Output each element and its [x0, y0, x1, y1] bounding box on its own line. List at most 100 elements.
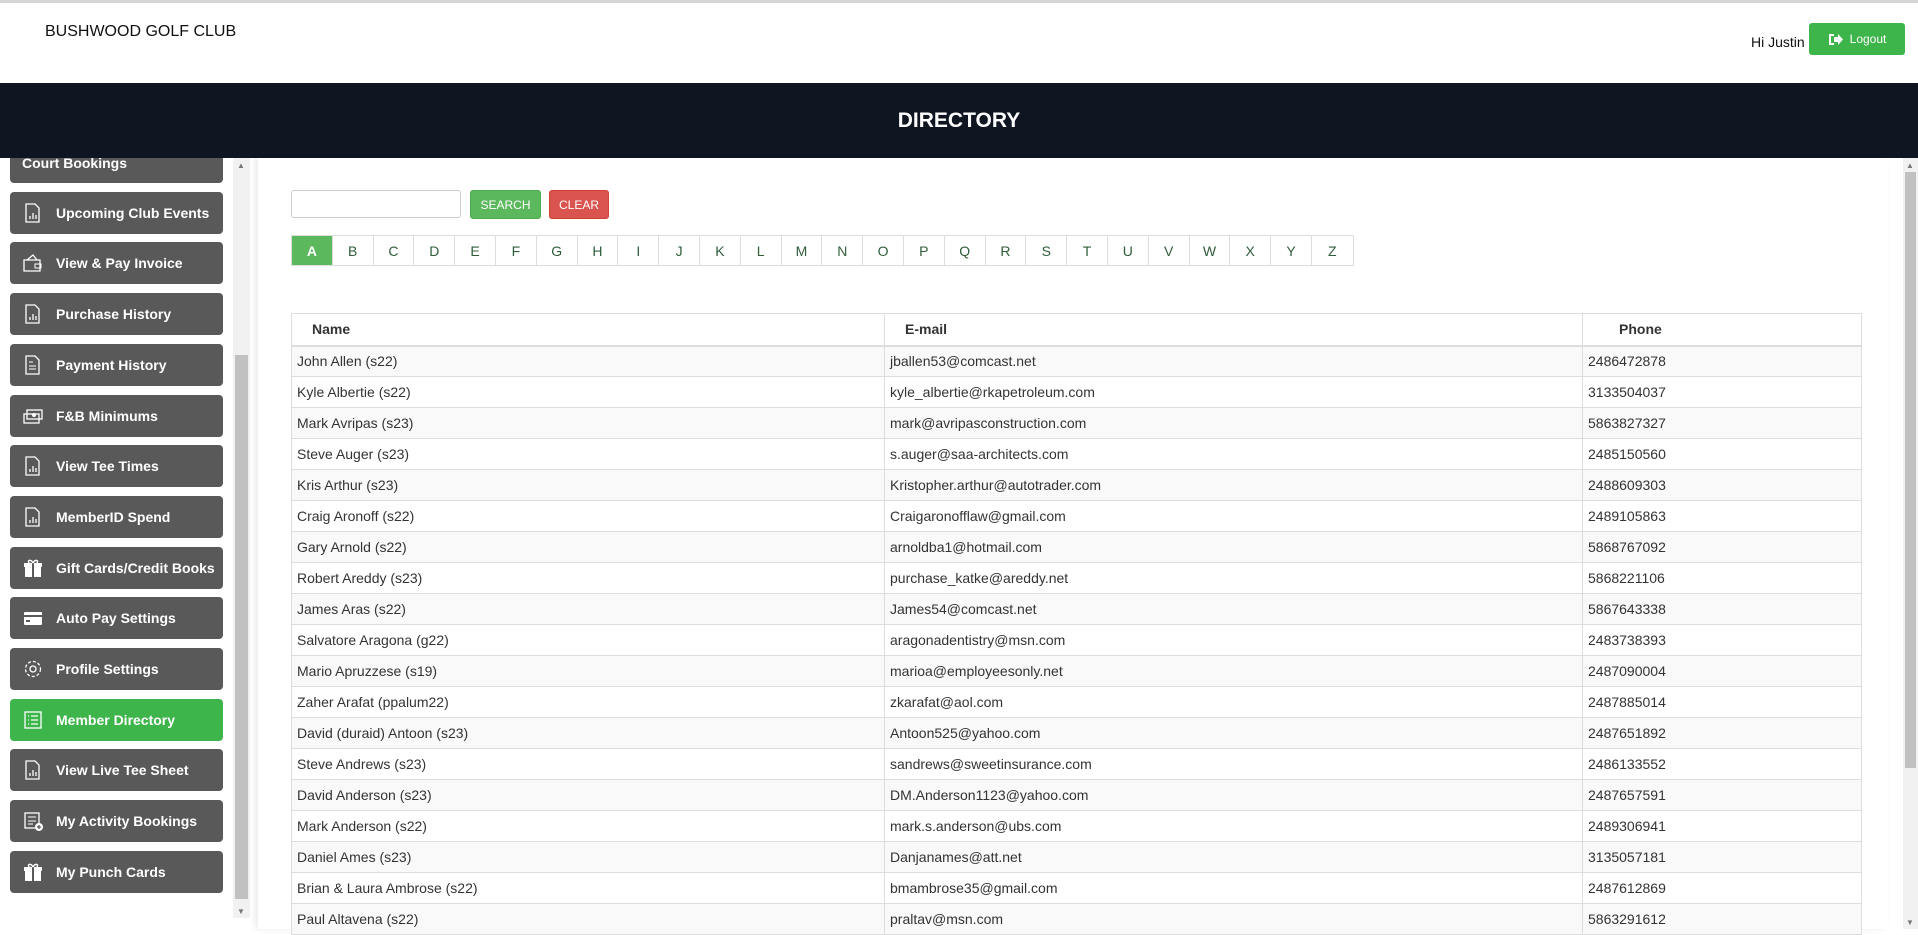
column-header-phone[interactable]: Phone — [1582, 313, 1862, 347]
table-row[interactable]: Brian & Laura Ambrose (s22) bmambrose35@g… — [291, 872, 1862, 904]
list-add-icon — [24, 812, 43, 832]
scroll-up-arrow-icon[interactable]: ▲ — [1906, 161, 1914, 170]
letter-filter-k[interactable]: K — [699, 236, 741, 265]
gift-icon — [24, 559, 42, 577]
table-row[interactable]: Kyle Albertie (s22) kyle_albertie@rkapetr… — [291, 376, 1862, 408]
clear-button[interactable]: CLEAR — [549, 190, 609, 219]
table-row[interactable]: John Allen (s22) jballen53@comcast.net 248… — [291, 345, 1862, 377]
sidebar-item-view-live-tee-sheet[interactable]: View Live Tee Sheet — [10, 749, 223, 792]
sidebar-item-court-bookings[interactable]: Court Bookings — [10, 158, 223, 183]
sidebar-item-view-tee-times[interactable]: View Tee Times — [10, 445, 223, 488]
sidebar-item-upcoming-club-events[interactable]: Upcoming Club Events — [10, 191, 223, 234]
letter-filter-h[interactable]: H — [577, 236, 619, 265]
cash-icon — [23, 408, 43, 424]
letter-filter-f[interactable]: F — [495, 236, 537, 265]
cell-email: aragonadentistry@msn.com — [884, 624, 1583, 656]
letter-filter-u[interactable]: U — [1107, 236, 1149, 265]
sidebar-item-label: Gift Cards/Credit Books — [56, 559, 215, 576]
cell-phone: 2487651892 — [1582, 717, 1862, 749]
page-scrollbar[interactable]: ▲ ▼ — [1903, 158, 1918, 929]
cell-name: Steve Andrews (s23) — [291, 748, 885, 780]
sidebar-item-memberid-spend[interactable]: MemberID Spend — [10, 495, 223, 538]
search-button[interactable]: SEARCH — [470, 190, 541, 219]
letter-filter-m[interactable]: M — [781, 236, 823, 265]
logout-button[interactable]: Logout — [1809, 23, 1905, 55]
table-row[interactable]: Daniel Ames (s23) Danjanames@att.net 31350… — [291, 841, 1862, 873]
letter-filter-v[interactable]: V — [1148, 236, 1190, 265]
cell-phone: 5868767092 — [1582, 531, 1862, 563]
table-row[interactable]: James Aras (s22) James54@comcast.net 58676… — [291, 593, 1862, 625]
scroll-up-arrow-icon[interactable]: ▲ — [237, 161, 245, 170]
chart-doc-icon — [25, 203, 40, 223]
sidebar-item-f-b-minimums[interactable]: F&B Minimums — [10, 394, 223, 437]
letter-filter-p[interactable]: P — [903, 236, 945, 265]
letter-filter-t[interactable]: T — [1067, 236, 1108, 265]
letter-filter-d[interactable]: D — [414, 236, 456, 265]
directory-table: Name E-mail Phone John Allen (s22) jballe… — [291, 313, 1862, 935]
table-row[interactable]: Mark Avripas (s23) mark@avripasconstructi… — [291, 407, 1862, 439]
letter-filter-g[interactable]: G — [536, 236, 578, 265]
search-input[interactable] — [291, 190, 461, 218]
scroll-down-arrow-icon[interactable]: ▼ — [1906, 918, 1914, 927]
letter-filter-q[interactable]: Q — [944, 236, 986, 265]
scroll-down-arrow-icon[interactable]: ▼ — [237, 907, 245, 916]
letter-filter-b[interactable]: B — [332, 236, 374, 265]
letter-filter-n[interactable]: N — [822, 236, 864, 265]
letter-filter-l[interactable]: L — [740, 236, 782, 265]
table-row[interactable]: Steve Auger (s23) s.auger@saa-architects.… — [291, 438, 1862, 470]
sidebar-item-profile-settings[interactable]: Profile Settings — [10, 648, 223, 690]
table-row[interactable]: Gary Arnold (s22) arnoldba1@hotmail.com 58… — [291, 531, 1862, 563]
table-row[interactable]: Craig Aronoff (s22) Craigaronofflaw@gmail… — [291, 500, 1862, 532]
column-header-name[interactable]: Name — [291, 313, 885, 347]
letter-filter-j[interactable]: J — [659, 236, 700, 265]
cell-phone: 5867643338 — [1582, 593, 1862, 625]
sidebar-scrollbar[interactable]: ▲ ▼ — [233, 158, 250, 918]
sidebar-item-purchase-history[interactable]: Purchase History — [10, 293, 223, 336]
sidebar-item-my-punch-cards[interactable]: My Punch Cards — [10, 850, 223, 893]
sidebar-item-member-directory[interactable]: Member Directory — [10, 698, 223, 741]
sidebar-item-label: My Punch Cards — [56, 863, 166, 880]
table-row[interactable]: Mark Anderson (s22) mark.s.anderson@ubs.c… — [291, 810, 1862, 842]
table-row[interactable]: Salvatore Aragona (g22) aragonadentistry@… — [291, 624, 1862, 656]
receipt-icon — [25, 355, 40, 375]
letter-filter-c[interactable]: C — [373, 236, 415, 265]
letter-filter-w[interactable]: W — [1189, 236, 1231, 265]
letter-filter-y[interactable]: Y — [1271, 236, 1312, 265]
page-banner: DIRECTORY — [0, 83, 1918, 158]
page-scroll-thumb[interactable] — [1905, 172, 1916, 768]
sidebar-item-auto-pay-settings[interactable]: Auto Pay Settings — [10, 597, 223, 640]
table-row[interactable]: Mario Apruzzese (s19) marioa@employeesonl… — [291, 655, 1862, 687]
sidebar-item-payment-history[interactable]: Payment History — [10, 343, 223, 386]
sidebar-item-my-activity-bookings[interactable]: My Activity Bookings — [10, 800, 223, 843]
table-row[interactable]: Steve Andrews (s23) sandrews@sweetinsuran… — [291, 748, 1862, 780]
table-row[interactable]: David (duraid) Antoon (s23) Antoon525@yah… — [291, 717, 1862, 749]
letter-filter-z[interactable]: Z — [1311, 236, 1353, 265]
cell-email: Craigaronofflaw@gmail.com — [884, 500, 1583, 532]
cell-phone: 2487612869 — [1582, 872, 1862, 904]
sidebar-item-view-pay-invoice[interactable]: View & Pay Invoice — [10, 242, 223, 285]
cell-phone: 5863827327 — [1582, 407, 1862, 439]
cell-phone: 3133504037 — [1582, 376, 1862, 408]
column-header-email[interactable]: E-mail — [884, 313, 1583, 347]
table-row[interactable]: David Anderson (s23) DM.Anderson1123@yaho… — [291, 779, 1862, 811]
table-row[interactable]: Robert Areddy (s23) purchase_katke@areddy… — [291, 562, 1862, 594]
letter-filter-i[interactable]: I — [618, 236, 660, 265]
letter-filter-x[interactable]: X — [1230, 236, 1272, 265]
table-row[interactable]: Paul Altavena (s22) praltav@msn.com 586329… — [291, 903, 1862, 935]
letter-filter-s[interactable]: S — [1026, 236, 1068, 265]
table-row[interactable]: Kris Arthur (s23) Kristopher.arthur@autot… — [291, 469, 1862, 501]
sidebar-item-gift-cards-credit-books[interactable]: Gift Cards/Credit Books — [10, 546, 223, 589]
table-row[interactable]: Zaher Arafat (ppalum22) zkarafat@aol.com 2… — [291, 686, 1862, 718]
letter-filter-a[interactable]: A — [292, 236, 333, 265]
letter-filter-e[interactable]: E — [455, 236, 496, 265]
cell-name: David Anderson (s23) — [291, 779, 885, 811]
sidebar-scroll-thumb[interactable] — [235, 355, 248, 899]
letter-filter-o[interactable]: O — [863, 236, 904, 265]
cell-name: Daniel Ames (s23) — [291, 841, 885, 873]
letter-filter-r[interactable]: R — [985, 236, 1027, 265]
cell-email: bmambrose35@gmail.com — [884, 872, 1583, 904]
chart-doc-icon — [25, 456, 40, 476]
logout-label: Logout — [1849, 32, 1887, 46]
cell-phone: 2488609303 — [1582, 469, 1862, 501]
